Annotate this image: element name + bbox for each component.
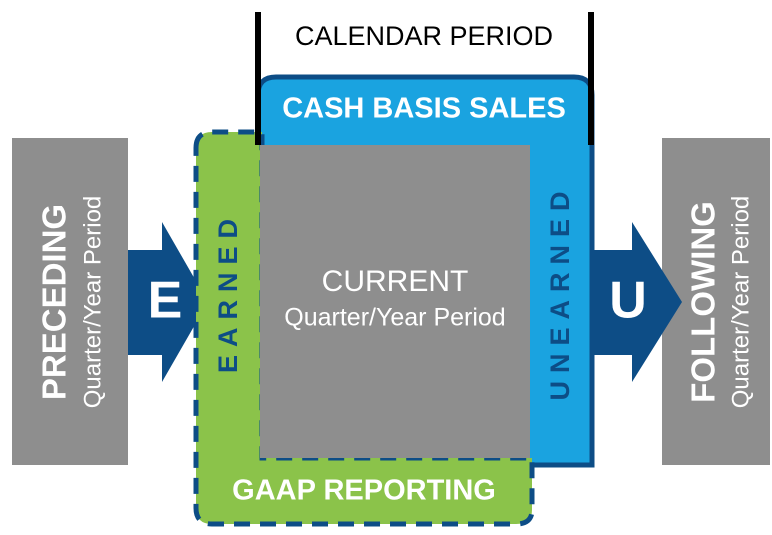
left-arrow-label: E bbox=[148, 272, 183, 330]
following-title: FOLLOWING bbox=[685, 201, 722, 403]
top-band-label: CASH BASIS SALES bbox=[282, 93, 566, 125]
preceding-box bbox=[12, 138, 128, 465]
center-title: CURRENT bbox=[322, 265, 469, 298]
earned-label: EARNED bbox=[213, 211, 243, 373]
unearned-label: UNEARNED bbox=[545, 183, 575, 400]
right-arrow-label: U bbox=[609, 272, 647, 330]
right-arrow bbox=[590, 222, 682, 382]
center-subtitle: Quarter/Year Period bbox=[284, 304, 505, 332]
preceding-title: PRECEDING bbox=[36, 204, 73, 400]
bottom-band-label: GAAP REPORTING bbox=[232, 475, 496, 507]
left-arrow bbox=[128, 222, 208, 382]
current-box bbox=[260, 145, 530, 458]
preceding-subtitle: Quarter/Year Period bbox=[79, 196, 106, 409]
gaap-region bbox=[193, 129, 535, 527]
following-subtitle: Quarter/Year Period bbox=[727, 196, 754, 409]
title: CALENDAR PERIOD bbox=[295, 21, 553, 51]
